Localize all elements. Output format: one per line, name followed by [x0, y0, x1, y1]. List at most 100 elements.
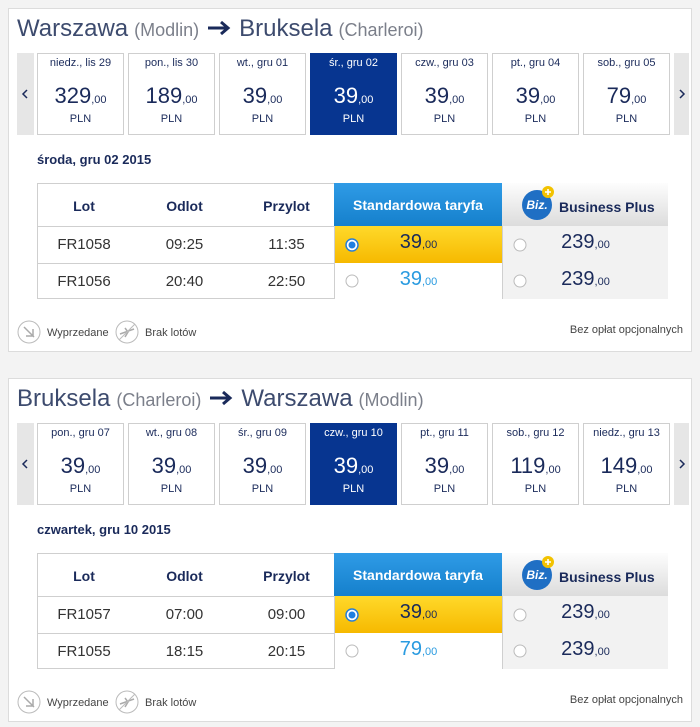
date-tile[interactable]: czw., gru 03 39,00 PLN	[401, 53, 488, 135]
date-tile[interactable]: pt., gru 11 39,00 PLN	[401, 423, 488, 505]
flight-arrival: 11:35	[268, 236, 305, 253]
date-label: śr., gru 09	[238, 427, 287, 439]
radio-button	[513, 274, 527, 288]
chevron-left	[21, 89, 28, 99]
next-dates-button[interactable]	[674, 53, 689, 135]
price-whole: 79	[399, 638, 422, 660]
date-price: 149,00	[584, 453, 669, 479]
price-whole: 39	[424, 453, 450, 478]
date-tile[interactable]: sob., gru 05 79,00 PLN	[583, 53, 670, 135]
date-tile[interactable]: śr., gru 02 39,00 PLN	[310, 53, 397, 135]
date-price: 79,00	[584, 83, 669, 109]
currency: PLN	[433, 483, 456, 495]
date-label: niedz., lis 29	[49, 57, 112, 69]
currency: PLN	[69, 483, 92, 495]
route-title: Bruksela (Charleroi) Warszawa (Modlin)	[17, 385, 424, 413]
fees-note: Bez opłat opcjonalnych	[569, 324, 683, 336]
destination: Warszawa	[241, 385, 353, 412]
date-label: wt., gru 01	[236, 57, 289, 69]
price-cents: ,00	[449, 464, 465, 476]
route-arrow	[208, 20, 231, 36]
date-tile[interactable]: pon., lis 30 189,00 PLN	[128, 53, 215, 135]
destination: Bruksela	[239, 15, 333, 42]
date-label: pt., gru 11	[420, 427, 469, 439]
date-price: 39,00	[493, 83, 578, 109]
date-tile[interactable]: pon., gru 07 39,00 PLN	[37, 423, 124, 505]
date-label: czw., gru 10	[324, 427, 383, 439]
no-flights-label: Brak lotów	[145, 697, 197, 709]
date-label: sob., gru 12	[506, 427, 565, 439]
flight-departure: 09:25	[165, 236, 204, 253]
price-whole: 239	[561, 638, 595, 660]
price-cents: ,00	[85, 464, 101, 476]
flight-departure: 20:40	[165, 273, 204, 290]
business-price: 239,00	[503, 231, 668, 254]
currency: PLN	[251, 113, 274, 125]
currency: PLN	[69, 113, 92, 125]
next-dates-button[interactable]	[674, 423, 689, 505]
currency: PLN	[615, 483, 638, 495]
date-tile[interactable]: wt., gru 08 39,00 PLN	[128, 423, 215, 505]
standard-fare-label: Standardowa taryfa	[353, 197, 483, 213]
currency: PLN	[615, 113, 638, 125]
radio-button	[345, 237, 359, 252]
price-cents: ,00	[594, 276, 610, 288]
route-title: Warszawa (Modlin) Bruksela (Charleroi)	[17, 15, 424, 43]
origin: Bruksela	[17, 385, 111, 412]
date-price: 39,00	[220, 453, 305, 479]
column-header: Odlot	[166, 568, 203, 584]
chevron-right	[679, 459, 686, 469]
date-price: 189,00	[129, 83, 214, 109]
price-whole: 239	[561, 268, 595, 290]
flight-arrival: 20:15	[267, 643, 306, 660]
radio-button	[345, 607, 359, 622]
price-cents: ,00	[421, 276, 438, 288]
destination-airport: (Modlin)	[358, 390, 424, 410]
date-tile[interactable]: śr., gru 09 39,00 PLN	[219, 423, 306, 505]
date-price: 39,00	[402, 83, 487, 109]
currency: PLN	[342, 483, 365, 495]
flight-arrival: 09:00	[267, 606, 306, 623]
price-whole: 189	[145, 83, 183, 108]
price-cents: ,00	[182, 94, 198, 106]
flight-flight: FR1058	[57, 236, 111, 253]
currency: PLN	[524, 483, 547, 495]
date-tile[interactable]: niedz., gru 13 149,00 PLN	[583, 423, 670, 505]
standard-fare-header: Standardowa taryfa	[334, 183, 502, 226]
business-fare-label: Business Plus	[559, 199, 655, 215]
standard-fare-cell[interactable]: 39,00	[334, 226, 502, 263]
date-tile[interactable]: czw., gru 10 39,00 PLN	[310, 423, 397, 505]
date-tile[interactable]: pt., gru 04 39,00 PLN	[492, 53, 579, 135]
date-label: sob., gru 05	[597, 57, 656, 69]
standard-fare-cell[interactable]: 39,00	[334, 263, 502, 299]
price-cents: ,00	[358, 94, 374, 106]
standard-fare-cell[interactable]: 79,00	[334, 633, 502, 669]
price-whole: 239	[561, 601, 595, 623]
date-tile[interactable]: wt., gru 01 39,00 PLN	[219, 53, 306, 135]
price-whole: 39	[151, 453, 177, 478]
date-tile[interactable]: niedz., lis 29 329,00 PLN	[37, 53, 124, 135]
price-whole: 149	[600, 453, 638, 478]
sold-out-label: Wyprzedane	[47, 327, 109, 339]
date-label: wt., gru 08	[145, 427, 198, 439]
business-fare-cell[interactable]: 239,00	[502, 226, 668, 263]
business-fare-cell[interactable]: 239,00	[502, 263, 668, 299]
chevron-right	[679, 89, 686, 99]
business-fare-cell[interactable]: 239,00	[502, 633, 668, 669]
business-fare-cell[interactable]: 239,00	[502, 596, 668, 633]
price-whole: 39	[333, 453, 359, 478]
price-cents: ,00	[594, 646, 610, 658]
prev-dates-button[interactable]	[17, 423, 34, 505]
column-header: Lot	[73, 568, 95, 584]
prev-dates-button[interactable]	[17, 53, 34, 135]
standard-price: 39,00	[335, 231, 502, 254]
destination-airport: (Charleroi)	[338, 20, 424, 40]
standard-fare-cell[interactable]: 39,00	[334, 596, 502, 633]
chevron-left	[21, 459, 28, 469]
sold-out-icon	[17, 690, 41, 714]
price-whole: 39	[60, 453, 86, 478]
price-cents: ,00	[594, 239, 610, 251]
date-tile[interactable]: sob., gru 12 119,00 PLN	[492, 423, 579, 505]
price-whole: 239	[561, 231, 595, 253]
price-cents: ,00	[594, 609, 610, 621]
